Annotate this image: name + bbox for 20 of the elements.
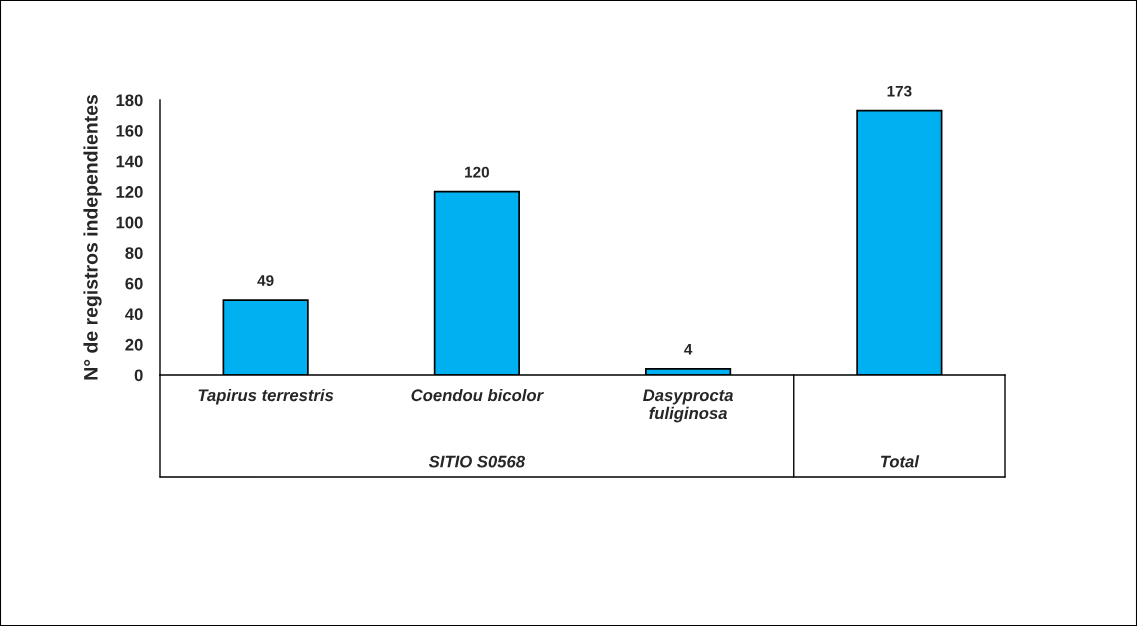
- y-tick-label: 140: [116, 155, 143, 168]
- data-label: 120: [465, 166, 489, 178]
- y-tick-label: 100: [116, 216, 143, 229]
- y-tick-label: 80: [125, 247, 143, 259]
- data-label: 173: [887, 85, 912, 97]
- y-tick-label: 160: [116, 124, 143, 137]
- y-axis-title: N° de registros independientes: [83, 95, 102, 380]
- y-tick-label: 180: [116, 94, 143, 107]
- text: SITIO S0568: [428, 455, 526, 468]
- y-tick-label: 40: [125, 308, 143, 321]
- text: Total: [880, 455, 920, 468]
- x-tick-label: Tapirus terrestris: [198, 388, 334, 405]
- y-tick-label: 0: [134, 369, 143, 382]
- x-tick-label: Coendou bicolor: [411, 388, 544, 402]
- x-tick-label: Dasyprocta fuliginosa: [643, 389, 734, 423]
- y-tick-label: 20: [125, 338, 143, 351]
- data-label: 49: [257, 275, 274, 287]
- y-tick-label: 120: [116, 186, 143, 198]
- y-tick-label: 60: [125, 277, 143, 290]
- data-label: 4: [684, 344, 693, 355]
